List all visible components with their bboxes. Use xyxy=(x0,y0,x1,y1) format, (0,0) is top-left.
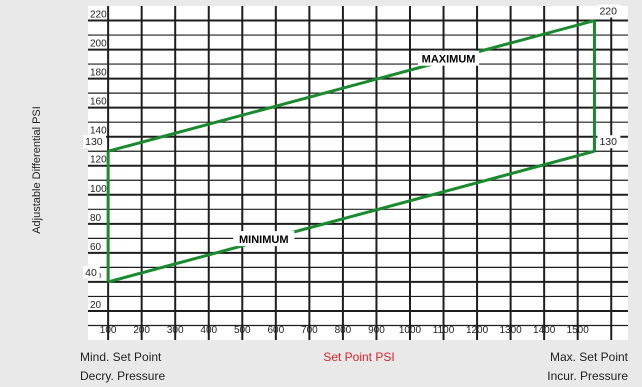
x-axis-title: Set Point PSI xyxy=(323,350,394,364)
x-tick-label: 600 xyxy=(267,325,284,336)
annotation-bg xyxy=(597,135,621,149)
grid-lines xyxy=(88,6,628,340)
x-tick-label: 800 xyxy=(335,325,352,336)
annotation-label: 40 xyxy=(85,267,97,279)
annotation-bg xyxy=(83,265,100,279)
x-tick-label: 1100 xyxy=(433,325,455,336)
x-tick-label: 100 xyxy=(100,325,117,336)
x-tick-label: 1200 xyxy=(466,325,489,336)
y-tick-label: 120 xyxy=(90,155,107,166)
x-axis-ticks: 100 200 300 400 500 600 700 800 900 1000 1100 1200 1… xyxy=(100,325,589,336)
y-tick-label: 200 xyxy=(90,39,107,50)
x-tick-label: 1500 xyxy=(567,325,590,336)
y-tick-label: 60 xyxy=(90,242,102,253)
x-tick-label: 500 xyxy=(234,325,251,336)
annotation-bg xyxy=(83,135,107,149)
series-label-maximum-bg xyxy=(417,50,480,66)
x-tick-label: 900 xyxy=(368,325,385,336)
footer-right-line1: Max. Set Point xyxy=(550,350,629,364)
y-tick-label: 160 xyxy=(90,97,107,108)
y-tick-label: 180 xyxy=(90,68,107,79)
y-tick-label: 100 xyxy=(90,184,107,195)
x-tick-label: 400 xyxy=(200,325,217,336)
x-tick-label: 200 xyxy=(133,325,150,336)
series-lines xyxy=(106,19,596,284)
x-tick-label: 1400 xyxy=(533,325,556,336)
x-tick-label: 700 xyxy=(301,325,318,336)
x-tick-label: 300 xyxy=(167,325,184,336)
series-label-maximum: MAXIMUM xyxy=(422,54,476,66)
footer-left-line2: Decry. Pressure xyxy=(80,369,165,383)
x-tick-label: 1000 xyxy=(399,325,422,336)
series-label-minimum-bg xyxy=(233,231,295,247)
series-labels: MAXIMUM MINIMUM xyxy=(233,50,480,247)
annotation-bg xyxy=(597,4,621,18)
series-line-minimum xyxy=(107,149,595,284)
y-axis-title: Adjustable Differential PSI xyxy=(31,106,43,234)
footer-right-line2: Incur. Pressure xyxy=(547,369,628,383)
annotation-label: 130 xyxy=(599,136,617,148)
plot-panel xyxy=(88,6,628,340)
annotation-label: 130 xyxy=(85,136,103,148)
x-tick-label: 1300 xyxy=(499,325,522,336)
annotation-label: 220 xyxy=(599,6,617,18)
y-tick-label: 80 xyxy=(90,213,102,224)
series-label-minimum: MINIMUM xyxy=(239,234,289,246)
value-annotations: 220 130 130 40 xyxy=(83,4,621,279)
y-tick-label: 220 xyxy=(90,10,107,21)
y-tick-label: 20 xyxy=(90,300,102,311)
y-tick-label: 140 xyxy=(90,126,107,137)
series-line-maximum xyxy=(107,19,595,153)
footer-left-line1: Mind. Set Point xyxy=(80,350,162,364)
